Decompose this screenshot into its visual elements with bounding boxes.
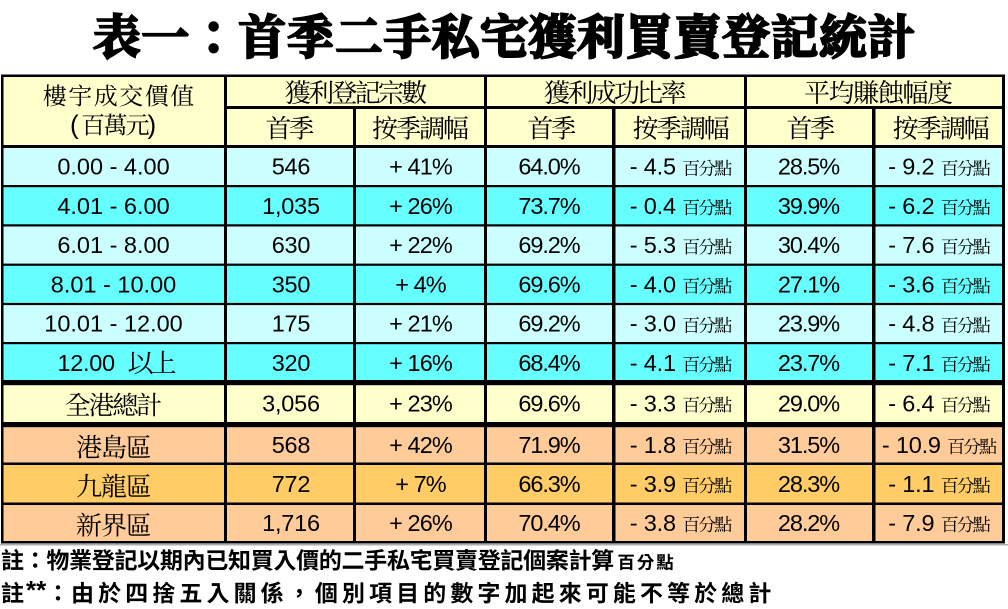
svg-text:69.2%: 69.2% [518, 232, 580, 258]
svg-text:69.2%: 69.2% [518, 311, 580, 337]
svg-text:+ 23%: + 23% [389, 390, 453, 416]
svg-text:4.01 - 6.00: 4.01 - 6.00 [57, 193, 169, 219]
svg-text:28.5%: 28.5% [778, 154, 840, 180]
svg-text:- 9.2: - 9.2 [888, 154, 934, 180]
svg-text:27.1%: 27.1% [778, 272, 840, 298]
svg-text:**: ** [26, 575, 47, 605]
svg-text:30.4%: 30.4% [778, 232, 840, 258]
svg-text:0.00 - 4.00: 0.00 - 4.00 [57, 154, 169, 180]
svg-text:- 7.9: - 7.9 [888, 510, 934, 536]
svg-text:1,035: 1,035 [262, 193, 320, 219]
svg-text:- 4.0: - 4.0 [630, 272, 676, 298]
svg-text:+ 41%: + 41% [389, 154, 453, 180]
svg-text:12.00: 12.00 [58, 350, 116, 376]
svg-text:+ 4%: + 4% [395, 272, 447, 298]
svg-text:64.0%: 64.0% [518, 154, 580, 180]
svg-text:+ 26%: + 26% [389, 510, 453, 536]
svg-text:175: 175 [272, 311, 311, 337]
svg-text:350: 350 [272, 272, 311, 298]
svg-text:- 4.5: - 4.5 [630, 154, 676, 180]
svg-text:+ 42%: + 42% [389, 432, 453, 458]
svg-text:546: 546 [272, 154, 311, 180]
svg-text:- 6.2: - 6.2 [888, 193, 934, 219]
svg-text:+ 22%: + 22% [389, 232, 453, 258]
svg-text:69.6%: 69.6% [518, 272, 580, 298]
svg-text:): ) [148, 110, 157, 140]
svg-text:39.9%: 39.9% [778, 193, 840, 219]
svg-text:69.6%: 69.6% [518, 390, 580, 416]
svg-text:73.7%: 73.7% [518, 193, 580, 219]
svg-text:- 7.6: - 7.6 [888, 232, 934, 258]
svg-text:- 4.1: - 4.1 [630, 350, 676, 376]
svg-text:- 3.9: - 3.9 [630, 471, 676, 497]
svg-text:28.3%: 28.3% [778, 471, 840, 497]
svg-text:- 3.6: - 3.6 [888, 272, 934, 298]
svg-text:23.9%: 23.9% [778, 311, 840, 337]
svg-text:320: 320 [272, 350, 311, 376]
svg-text:- 5.3: - 5.3 [630, 232, 676, 258]
svg-text:+ 26%: + 26% [389, 193, 453, 219]
svg-text:31.5%: 31.5% [778, 432, 840, 458]
svg-text:(: ( [70, 110, 79, 140]
svg-text:6.01 - 8.00: 6.01 - 8.00 [57, 232, 169, 258]
svg-text:29.0%: 29.0% [778, 390, 840, 416]
svg-text:- 6.4: - 6.4 [888, 390, 934, 416]
svg-text:- 1.1: - 1.1 [888, 471, 934, 497]
svg-text:+ 21%: + 21% [389, 311, 453, 337]
svg-text:70.4%: 70.4% [518, 510, 580, 536]
svg-text:- 1.8: - 1.8 [630, 432, 676, 458]
svg-text:23.7%: 23.7% [778, 350, 840, 376]
svg-text:772: 772 [272, 471, 311, 497]
svg-text:- 7.1: - 7.1 [888, 350, 934, 376]
svg-text:- 3.3: - 3.3 [630, 390, 676, 416]
svg-text:- 0.4: - 0.4 [630, 193, 676, 219]
svg-text:1,716: 1,716 [262, 510, 320, 536]
svg-text:+ 7%: + 7% [395, 471, 447, 497]
svg-text:3,056: 3,056 [262, 390, 320, 416]
svg-text:- 4.8: - 4.8 [888, 311, 934, 337]
svg-text:- 3.0: - 3.0 [630, 311, 676, 337]
svg-text:+ 16%: + 16% [389, 350, 453, 376]
svg-text:630: 630 [272, 232, 311, 258]
svg-text:68.4%: 68.4% [518, 350, 580, 376]
svg-text:10.01 - 12.00: 10.01 - 12.00 [44, 311, 183, 337]
svg-text:71.9%: 71.9% [518, 432, 580, 458]
svg-text:8.01 - 10.00: 8.01 - 10.00 [51, 272, 176, 298]
svg-text:66.3%: 66.3% [518, 471, 580, 497]
svg-text:28.2%: 28.2% [778, 510, 840, 536]
svg-text:- 3.8: - 3.8 [630, 510, 676, 536]
svg-text:- 10.9: - 10.9 [882, 432, 941, 458]
svg-text:568: 568 [272, 432, 311, 458]
